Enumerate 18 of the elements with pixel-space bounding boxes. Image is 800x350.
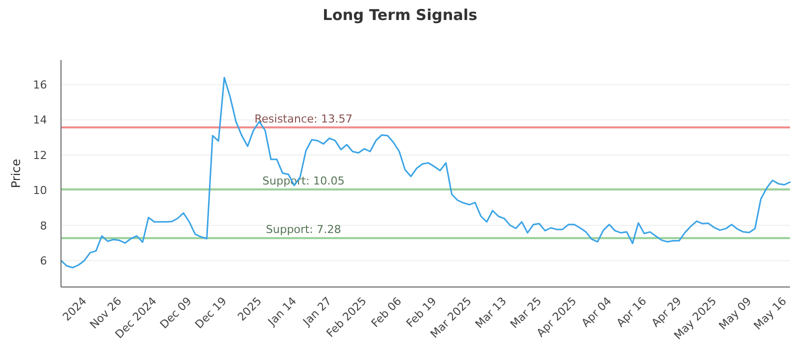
line-series: [60, 76, 791, 268]
y-tick-label: 12: [33, 148, 47, 162]
x-tick-label: Dec 19: [192, 294, 230, 332]
y-tick-label: 6: [40, 254, 47, 268]
y-axis-title: Price: [9, 158, 23, 188]
y-tick-label: 16: [33, 78, 47, 92]
ref-line-label: Resistance: 13.57: [254, 112, 352, 126]
x-tick-label: Apr 16: [614, 294, 650, 330]
y-tick-label: 8: [40, 219, 47, 232]
chart-title: Long Term Signals: [322, 6, 478, 24]
x-tick-label: Jan 14: [264, 294, 300, 329]
x-tick-label: Dec 09: [158, 294, 194, 332]
y-tick-label: 14: [33, 114, 47, 127]
x-tick-label: Apr 04: [579, 294, 614, 330]
y-tick-label: 10: [33, 184, 47, 198]
x-tick-label: Mar 13: [472, 294, 510, 331]
ref-line-label: Support: 7.28: [266, 223, 342, 236]
x-tick-label: Feb 06: [368, 294, 404, 330]
